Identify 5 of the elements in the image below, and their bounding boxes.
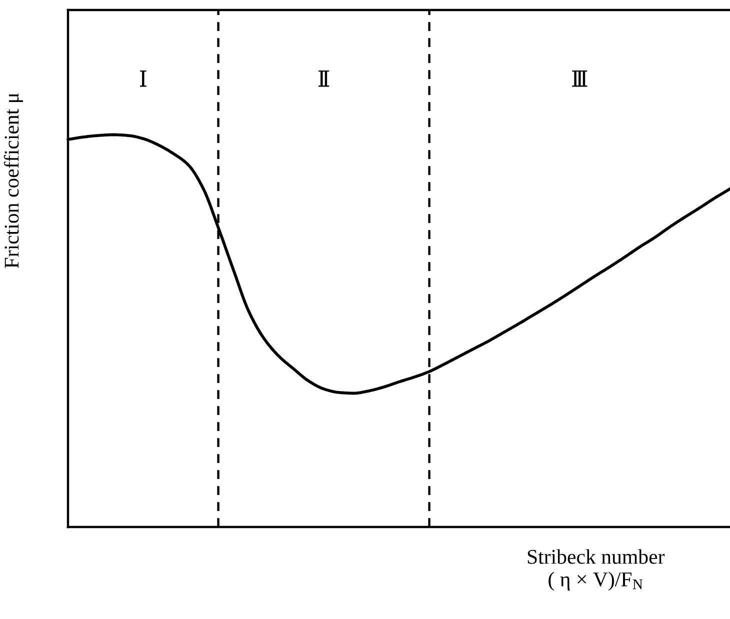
y-axis-title: Friction coefficient μ <box>4 93 23 268</box>
text: Ⅰ <box>140 70 146 87</box>
text: Ⅱ <box>318 70 330 87</box>
text: Ⅲ <box>572 70 588 87</box>
x-axis-title: Stribeck number ( η × V)/F$_{N}$ <box>528 549 665 591</box>
